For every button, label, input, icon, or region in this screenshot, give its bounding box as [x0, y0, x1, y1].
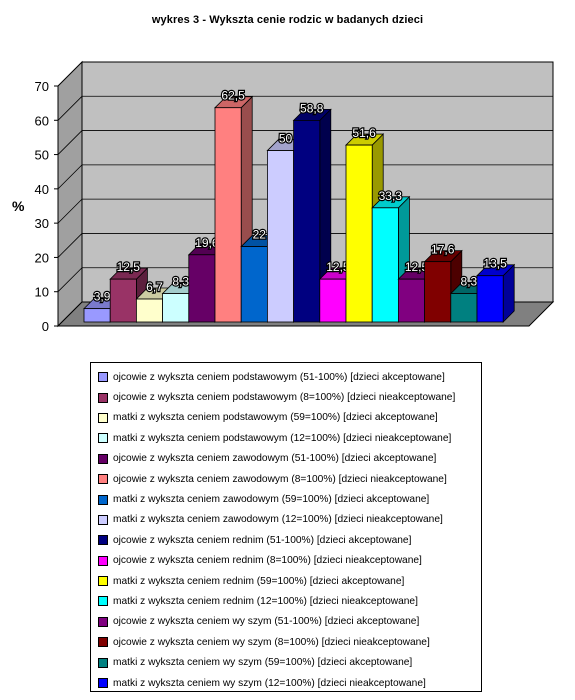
bar — [345, 144, 373, 323]
legend-label: matki z wykszta ceniem wy szym (12=100%)… — [113, 677, 426, 689]
legend-label: matki z wykszta ceniem rednim (12=100%) … — [113, 595, 418, 607]
y-tick-label: 60 — [35, 113, 49, 128]
y-tick-label: 20 — [35, 250, 49, 265]
legend-swatch — [98, 474, 108, 485]
legend-label: ojcowie z wykszta ceniem wy szym (8=100%… — [113, 636, 430, 648]
legend-label: ojcowie z wykszta ceniem rednim (51-100%… — [113, 534, 412, 546]
legend-item: matki z wykszta ceniem zawodowym (12=100… — [91, 510, 481, 530]
legend-item: ojcowie z wykszta ceniem wy szym (51-100… — [91, 612, 481, 632]
legend-swatch — [98, 372, 108, 383]
y-tick-label: 30 — [35, 216, 49, 231]
bar — [162, 293, 190, 323]
bar-value-label: 13,5 — [483, 257, 507, 271]
bar-value-label: 12,5 — [326, 260, 350, 274]
legend-swatch — [98, 616, 108, 627]
legend-label: matki z wykszta ceniem wy szym (59=100%)… — [113, 657, 413, 669]
legend-label: matki z wykszta ceniem zawodowym (12=100… — [113, 514, 443, 526]
bar — [371, 207, 399, 323]
legend-label: ojcowie z wykszta ceniem rednim (8=100%)… — [113, 555, 422, 567]
bar-value-label: 3,9 — [94, 290, 111, 304]
legend-label: matki z wykszta ceniem podstawowym (59=1… — [113, 412, 438, 424]
bar-value-label: 22 — [253, 228, 267, 242]
legend-swatch — [98, 392, 108, 403]
legend-item: ojcowie z wykszta ceniem rednim (8=100%)… — [91, 551, 481, 571]
legend-swatch — [98, 494, 108, 505]
legend-swatch — [98, 514, 108, 525]
bar-value-label: 62,5 — [221, 89, 245, 103]
legend-item: matki z wykszta ceniem wy szym (59=100%)… — [91, 652, 481, 672]
legend-item: ojcowie z wykszta ceniem rednim (51-100%… — [91, 530, 481, 550]
legend-item: matki z wykszta ceniem zawodowym (59=100… — [91, 489, 481, 509]
bar — [135, 298, 163, 323]
legend-label: matki z wykszta ceniem rednim (59=100%) … — [113, 575, 405, 587]
bar-value-label: 17,6 — [431, 243, 455, 257]
legend-swatch — [98, 657, 108, 668]
legend-swatch — [98, 678, 108, 689]
legend-label: matki z wykszta ceniem podstawowym (12=1… — [113, 432, 452, 444]
legend-label: ojcowie z wykszta ceniem podstawowym (8=… — [113, 392, 456, 404]
bar — [240, 246, 268, 323]
bar — [83, 308, 111, 323]
legend-label: matki z wykszta ceniem zawodowym (59=100… — [113, 494, 430, 506]
bar-value-label: 8,3 — [172, 275, 189, 289]
legend-swatch — [98, 412, 108, 423]
legend-label: ojcowie z wykszta ceniem wy szym (51-100… — [113, 616, 420, 628]
legend-item: ojcowie z wykszta ceniem podstawowym (8=… — [91, 387, 481, 407]
legend-item: matki z wykszta ceniem rednim (59=100%) … — [91, 571, 481, 591]
bar — [293, 120, 321, 323]
bar — [424, 261, 452, 323]
legend-label: ojcowie z wykszta ceniem podstawowym (51… — [113, 371, 445, 383]
legend-item: matki z wykszta ceniem podstawowym (59=1… — [91, 408, 481, 428]
y-tick-label: 0 — [42, 319, 49, 334]
bar-value-label: 50 — [279, 132, 293, 146]
legend-item: ojcowie z wykszta ceniem wy szym (8=100%… — [91, 632, 481, 652]
bar-value-label: 19,6 — [195, 236, 219, 250]
legend-swatch — [98, 596, 108, 607]
legend-item: ojcowie z wykszta ceniem zawodowym (8=10… — [91, 469, 481, 489]
bar — [109, 278, 137, 323]
legend-swatch — [98, 555, 108, 566]
bar — [450, 293, 478, 323]
bar — [476, 275, 504, 323]
legend-item: matki z wykszta ceniem rednim (12=100%) … — [91, 591, 481, 611]
y-tick-label: 40 — [35, 182, 49, 197]
bar-value-label: 6,7 — [146, 280, 163, 294]
bar-value-label: 51,6 — [352, 126, 376, 140]
side-wall — [57, 60, 83, 328]
legend-item: ojcowie z wykszta ceniem zawodowym (51-1… — [91, 449, 481, 469]
bar — [319, 278, 347, 323]
legend-swatch — [98, 535, 108, 546]
gridline — [57, 164, 553, 190]
gridline — [57, 130, 553, 155]
y-tick-label: 70 — [35, 79, 49, 94]
y-tick-label: 10 — [35, 285, 49, 300]
chart-title: wykres 3 - Wykszta cenie rodzic w badany… — [151, 14, 424, 26]
bar — [188, 254, 216, 323]
y-tick-label: 50 — [35, 148, 49, 163]
bar-value-label: 58,8 — [300, 101, 324, 115]
legend-item: matki z wykszta ceniem wy szym (12=100%)… — [91, 673, 481, 693]
y-axis-label: % — [12, 198, 25, 214]
gridline — [57, 95, 553, 121]
legend-label: ojcowie z wykszta ceniem zawodowym (8=10… — [113, 473, 447, 485]
bar-value-label: 33,3 — [379, 189, 403, 203]
legend-label: ojcowie z wykszta ceniem zawodowym (51-1… — [113, 453, 437, 465]
legend-swatch — [98, 637, 108, 648]
bar-value-label: 12,5 — [405, 260, 429, 274]
bar — [214, 107, 242, 323]
legend-item: matki z wykszta ceniem podstawowym (12=1… — [91, 428, 481, 448]
bar — [266, 150, 294, 323]
bar-value-label: 8,3 — [461, 275, 478, 289]
legend-swatch — [98, 453, 108, 464]
legend-swatch — [98, 433, 108, 444]
bar — [397, 278, 425, 323]
legend-item: ojcowie z wykszta ceniem podstawowym (51… — [91, 367, 481, 387]
legend-swatch — [98, 576, 108, 587]
bar-chart: 0 10 20 30 40 50 60 70 3,9 12,5 6,7 8,3 19,6 62,5 22 50… — [35, 60, 555, 334]
bar-value-label: 12,5 — [117, 260, 141, 274]
chart-legend: ojcowie z wykszta ceniem podstawowym (51… — [90, 362, 482, 692]
